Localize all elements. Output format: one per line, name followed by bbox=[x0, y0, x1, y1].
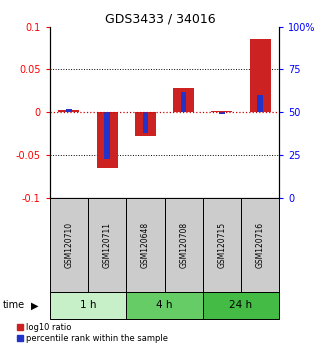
Text: GSM120711: GSM120711 bbox=[103, 222, 112, 268]
Text: 24 h: 24 h bbox=[230, 300, 253, 310]
Bar bbox=[164, 198, 203, 292]
Text: time: time bbox=[3, 300, 25, 310]
Bar bbox=[104, 113, 110, 159]
Bar bbox=[143, 113, 148, 133]
Text: ▶: ▶ bbox=[30, 300, 38, 310]
Text: 4 h: 4 h bbox=[156, 300, 173, 310]
Bar bbox=[126, 292, 203, 319]
Bar bbox=[250, 39, 271, 113]
Bar bbox=[241, 198, 279, 292]
Text: GSM120708: GSM120708 bbox=[179, 222, 188, 268]
Bar bbox=[203, 292, 279, 319]
Text: GSM120716: GSM120716 bbox=[256, 222, 265, 268]
Bar bbox=[135, 113, 156, 136]
Bar bbox=[219, 113, 225, 114]
Bar bbox=[211, 111, 232, 113]
Bar bbox=[203, 198, 241, 292]
Bar bbox=[126, 198, 164, 292]
Text: 1 h: 1 h bbox=[80, 300, 96, 310]
Text: GSM120710: GSM120710 bbox=[65, 222, 74, 268]
Bar bbox=[88, 198, 126, 292]
Bar bbox=[50, 198, 88, 292]
Bar bbox=[97, 113, 118, 168]
Bar bbox=[58, 110, 79, 113]
Legend: log10 ratio, percentile rank within the sample: log10 ratio, percentile rank within the … bbox=[17, 323, 168, 343]
Bar bbox=[181, 92, 186, 113]
Bar bbox=[257, 95, 263, 113]
Text: GSM120648: GSM120648 bbox=[141, 222, 150, 268]
Bar bbox=[66, 109, 72, 113]
Text: GDS3433 / 34016: GDS3433 / 34016 bbox=[105, 12, 216, 25]
Bar bbox=[50, 292, 126, 319]
Bar bbox=[173, 88, 194, 113]
Text: GSM120715: GSM120715 bbox=[217, 222, 226, 268]
